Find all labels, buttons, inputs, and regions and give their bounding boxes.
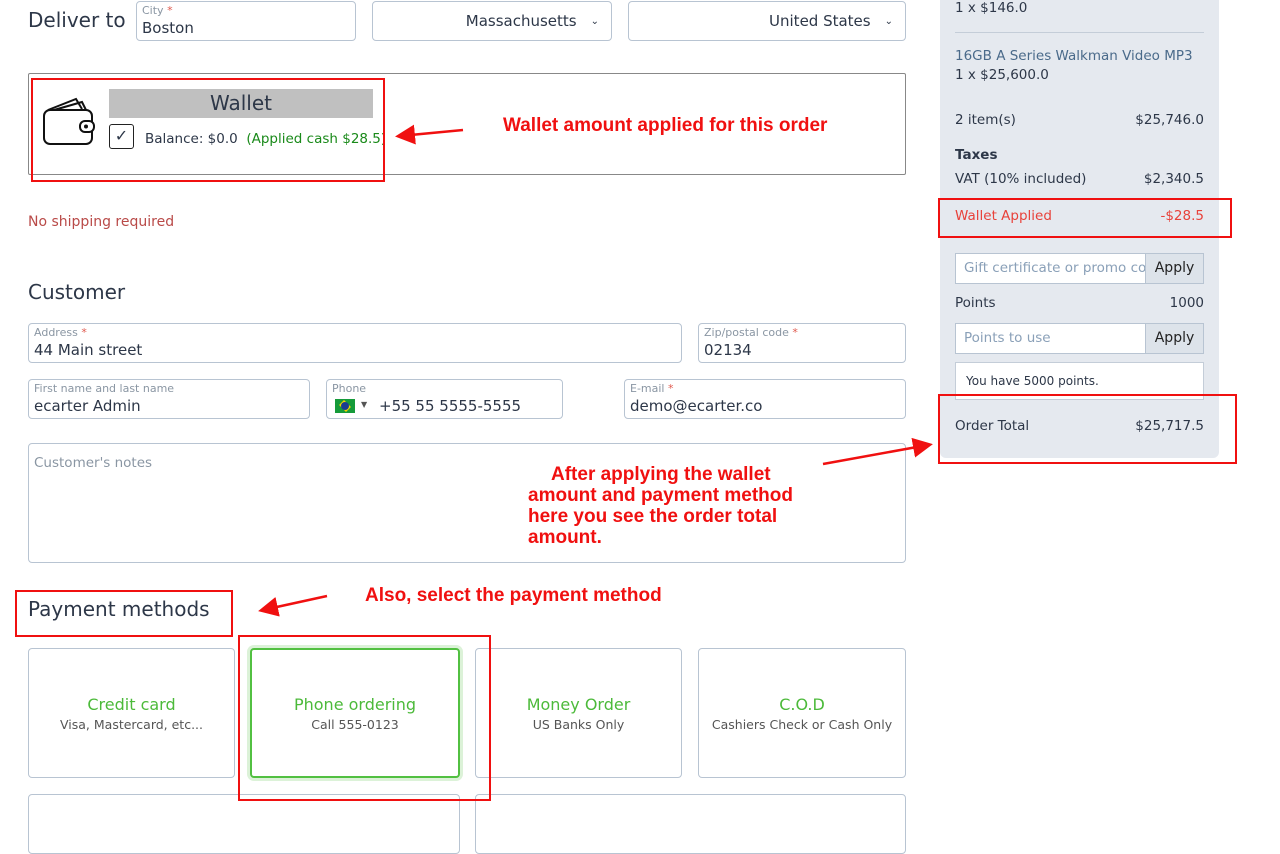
phone-label: Phone xyxy=(332,382,367,395)
payment-title: Credit card xyxy=(87,694,176,714)
points-value: 1000 xyxy=(1169,295,1204,311)
annotation-box-wallet-applied xyxy=(938,198,1232,238)
payment-phone-ordering[interactable]: Phone ordering Call 555-0123 xyxy=(250,648,460,778)
brazil-flag-icon[interactable] xyxy=(335,399,355,413)
annotation-wallet-text: Wallet amount applied for this order xyxy=(503,115,828,136)
state-select[interactable]: Massachusetts ⌄ xyxy=(372,1,612,41)
payment-subtitle: US Banks Only xyxy=(532,716,625,732)
points-label: Points xyxy=(955,295,996,311)
customer-notes-textarea[interactable]: Customer's notes xyxy=(28,443,906,563)
item-quantity: 1 x $25,600.0 xyxy=(955,67,1049,83)
item-name-link[interactable]: 16GB A Series Walkman Video MP3 xyxy=(955,48,1193,64)
email-value: demo@ecarter.co xyxy=(630,397,763,415)
city-input[interactable]: City * Boston xyxy=(136,1,356,41)
address-label: Address xyxy=(34,326,78,339)
apply-promo-button[interactable]: Apply xyxy=(1145,254,1203,283)
divider xyxy=(955,32,1204,33)
promo-code-group: Gift certificate or promo code Apply xyxy=(955,253,1204,284)
chevron-down-icon: ⌄ xyxy=(590,15,599,27)
address-value: 44 Main street xyxy=(34,341,143,359)
email-label: E-mail xyxy=(630,382,665,395)
wallet-panel xyxy=(28,73,906,175)
name-label: First name and last name xyxy=(34,382,175,395)
required-mark: * xyxy=(81,326,87,339)
payment-cod[interactable]: C.O.D Cashiers Check or Cash Only xyxy=(698,648,906,778)
annotation-box-order-total xyxy=(938,394,1237,464)
points-tooltip: You have 5000 points. xyxy=(955,362,1204,400)
name-value: ecarter Admin xyxy=(34,397,141,415)
points-input[interactable]: Points to use xyxy=(964,330,1051,346)
payment-credit-card[interactable]: Credit card Visa, Mastercard, etc... xyxy=(28,648,235,778)
order-total-value: $25,717.5 xyxy=(1135,418,1204,434)
wallet-checkbox[interactable]: ✓ xyxy=(109,124,134,149)
taxes-label: Taxes xyxy=(955,147,998,163)
country-select[interactable]: United States ⌄ xyxy=(628,1,906,41)
annotation-line: amount and payment method xyxy=(528,485,793,506)
payment-methods-heading: Payment methods xyxy=(28,597,210,621)
wallet-applied-cash: (Applied cash $28.5) xyxy=(246,131,387,147)
wallet-applied-value: -$28.5 xyxy=(1160,208,1204,224)
zip-input[interactable]: Zip/postal code * 02134 xyxy=(698,323,906,363)
country-value: United States xyxy=(769,12,871,30)
zip-value: 02134 xyxy=(704,341,752,359)
payment-subtitle: Visa, Mastercard, etc... xyxy=(60,716,203,732)
caret-down-icon[interactable]: ▼ xyxy=(361,400,368,409)
order-summary-panel: 1 x $146.0 16GB A Series Walkman Video M… xyxy=(940,0,1219,458)
wallet-icon xyxy=(43,97,95,145)
annotation-box-wallet xyxy=(31,78,385,182)
phone-value: +55 55 5555-5555 xyxy=(379,397,522,415)
address-input[interactable]: Address * 44 Main street xyxy=(28,323,682,363)
apply-points-button[interactable]: Apply xyxy=(1145,324,1203,353)
zip-label: Zip/postal code xyxy=(704,326,789,339)
annotation-line: After applying the wallet xyxy=(551,464,771,485)
customer-heading: Customer xyxy=(28,280,126,304)
annotation-line: here you see the order total xyxy=(528,506,778,527)
required-mark: * xyxy=(668,382,674,395)
order-total-label: Order Total xyxy=(955,418,1030,434)
annotation-box-phone-ordering xyxy=(238,635,491,801)
name-input[interactable]: First name and last name ecarter Admin xyxy=(28,379,310,419)
wallet-title: Wallet xyxy=(109,89,373,118)
payment-method-card[interactable] xyxy=(28,794,460,854)
notes-placeholder: Customer's notes xyxy=(34,455,153,471)
payment-title: Money Order xyxy=(526,694,631,714)
no-shipping-note: No shipping required xyxy=(28,214,175,230)
items-count: 2 item(s) xyxy=(955,112,1016,128)
payment-title: Phone ordering xyxy=(293,694,417,714)
payment-money-order[interactable]: Money Order US Banks Only xyxy=(475,648,682,778)
city-label: City xyxy=(142,4,164,17)
items-total: $25,746.0 xyxy=(1135,112,1204,128)
points-group: Points to use Apply xyxy=(955,323,1204,354)
city-value: Boston xyxy=(142,19,194,37)
deliver-to-heading: Deliver to xyxy=(28,8,126,32)
required-mark: * xyxy=(792,326,798,339)
promo-code-input[interactable]: Gift certificate or promo code xyxy=(964,260,1145,276)
wallet-balance: Balance: $0.0 xyxy=(145,131,238,147)
required-mark: * xyxy=(167,4,173,17)
payment-subtitle: Cashiers Check or Cash Only xyxy=(711,716,893,732)
payment-method-card[interactable] xyxy=(475,794,906,854)
payment-subtitle: Call 555-0123 xyxy=(311,716,399,732)
vat-label: VAT (10% included) xyxy=(955,171,1087,187)
vat-value: $2,340.5 xyxy=(1143,171,1204,187)
points-tooltip-text: You have 5000 points. xyxy=(966,374,1099,388)
annotation-line: amount. xyxy=(528,527,602,548)
annotation-payment-text: Also, select the payment method xyxy=(365,585,662,606)
payment-title: C.O.D xyxy=(779,694,825,714)
chevron-down-icon: ⌄ xyxy=(884,15,893,27)
state-value: Massachusetts xyxy=(465,12,577,30)
item-quantity: 1 x $146.0 xyxy=(955,0,1028,16)
arrow-payment xyxy=(258,594,328,617)
annotation-total-text: After applying the wallet amount and pay… xyxy=(528,464,828,548)
phone-input[interactable]: Phone ▼ +55 55 5555-5555 xyxy=(326,379,563,419)
annotation-box-payment-heading xyxy=(15,590,233,637)
wallet-applied-label: Wallet Applied xyxy=(955,208,1052,224)
email-input[interactable]: E-mail * demo@ecarter.co xyxy=(624,379,906,419)
